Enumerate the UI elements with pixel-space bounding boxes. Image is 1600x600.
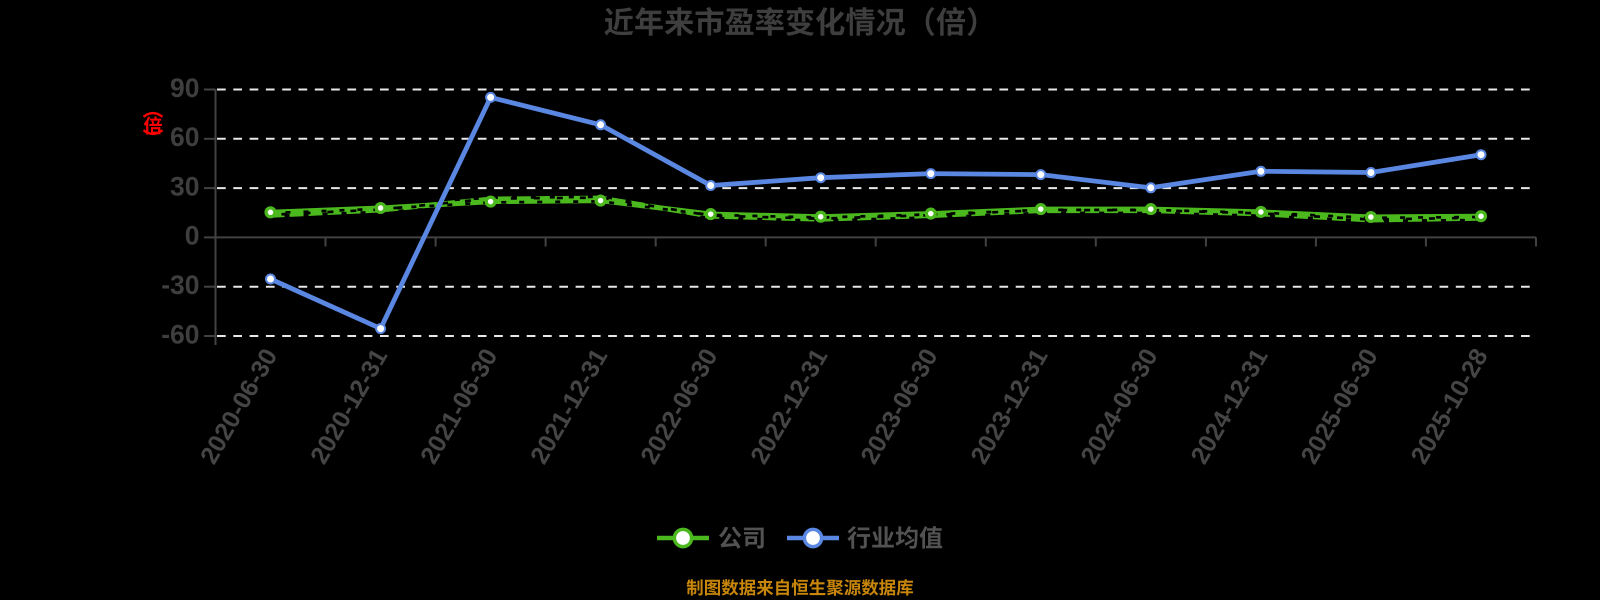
svg-text:60: 60 xyxy=(170,122,199,152)
svg-text:30: 30 xyxy=(170,171,199,201)
svg-text:0: 0 xyxy=(185,221,200,251)
svg-text:90: 90 xyxy=(170,73,199,103)
svg-text:-60: -60 xyxy=(161,319,199,349)
svg-text:-30: -30 xyxy=(161,270,199,300)
